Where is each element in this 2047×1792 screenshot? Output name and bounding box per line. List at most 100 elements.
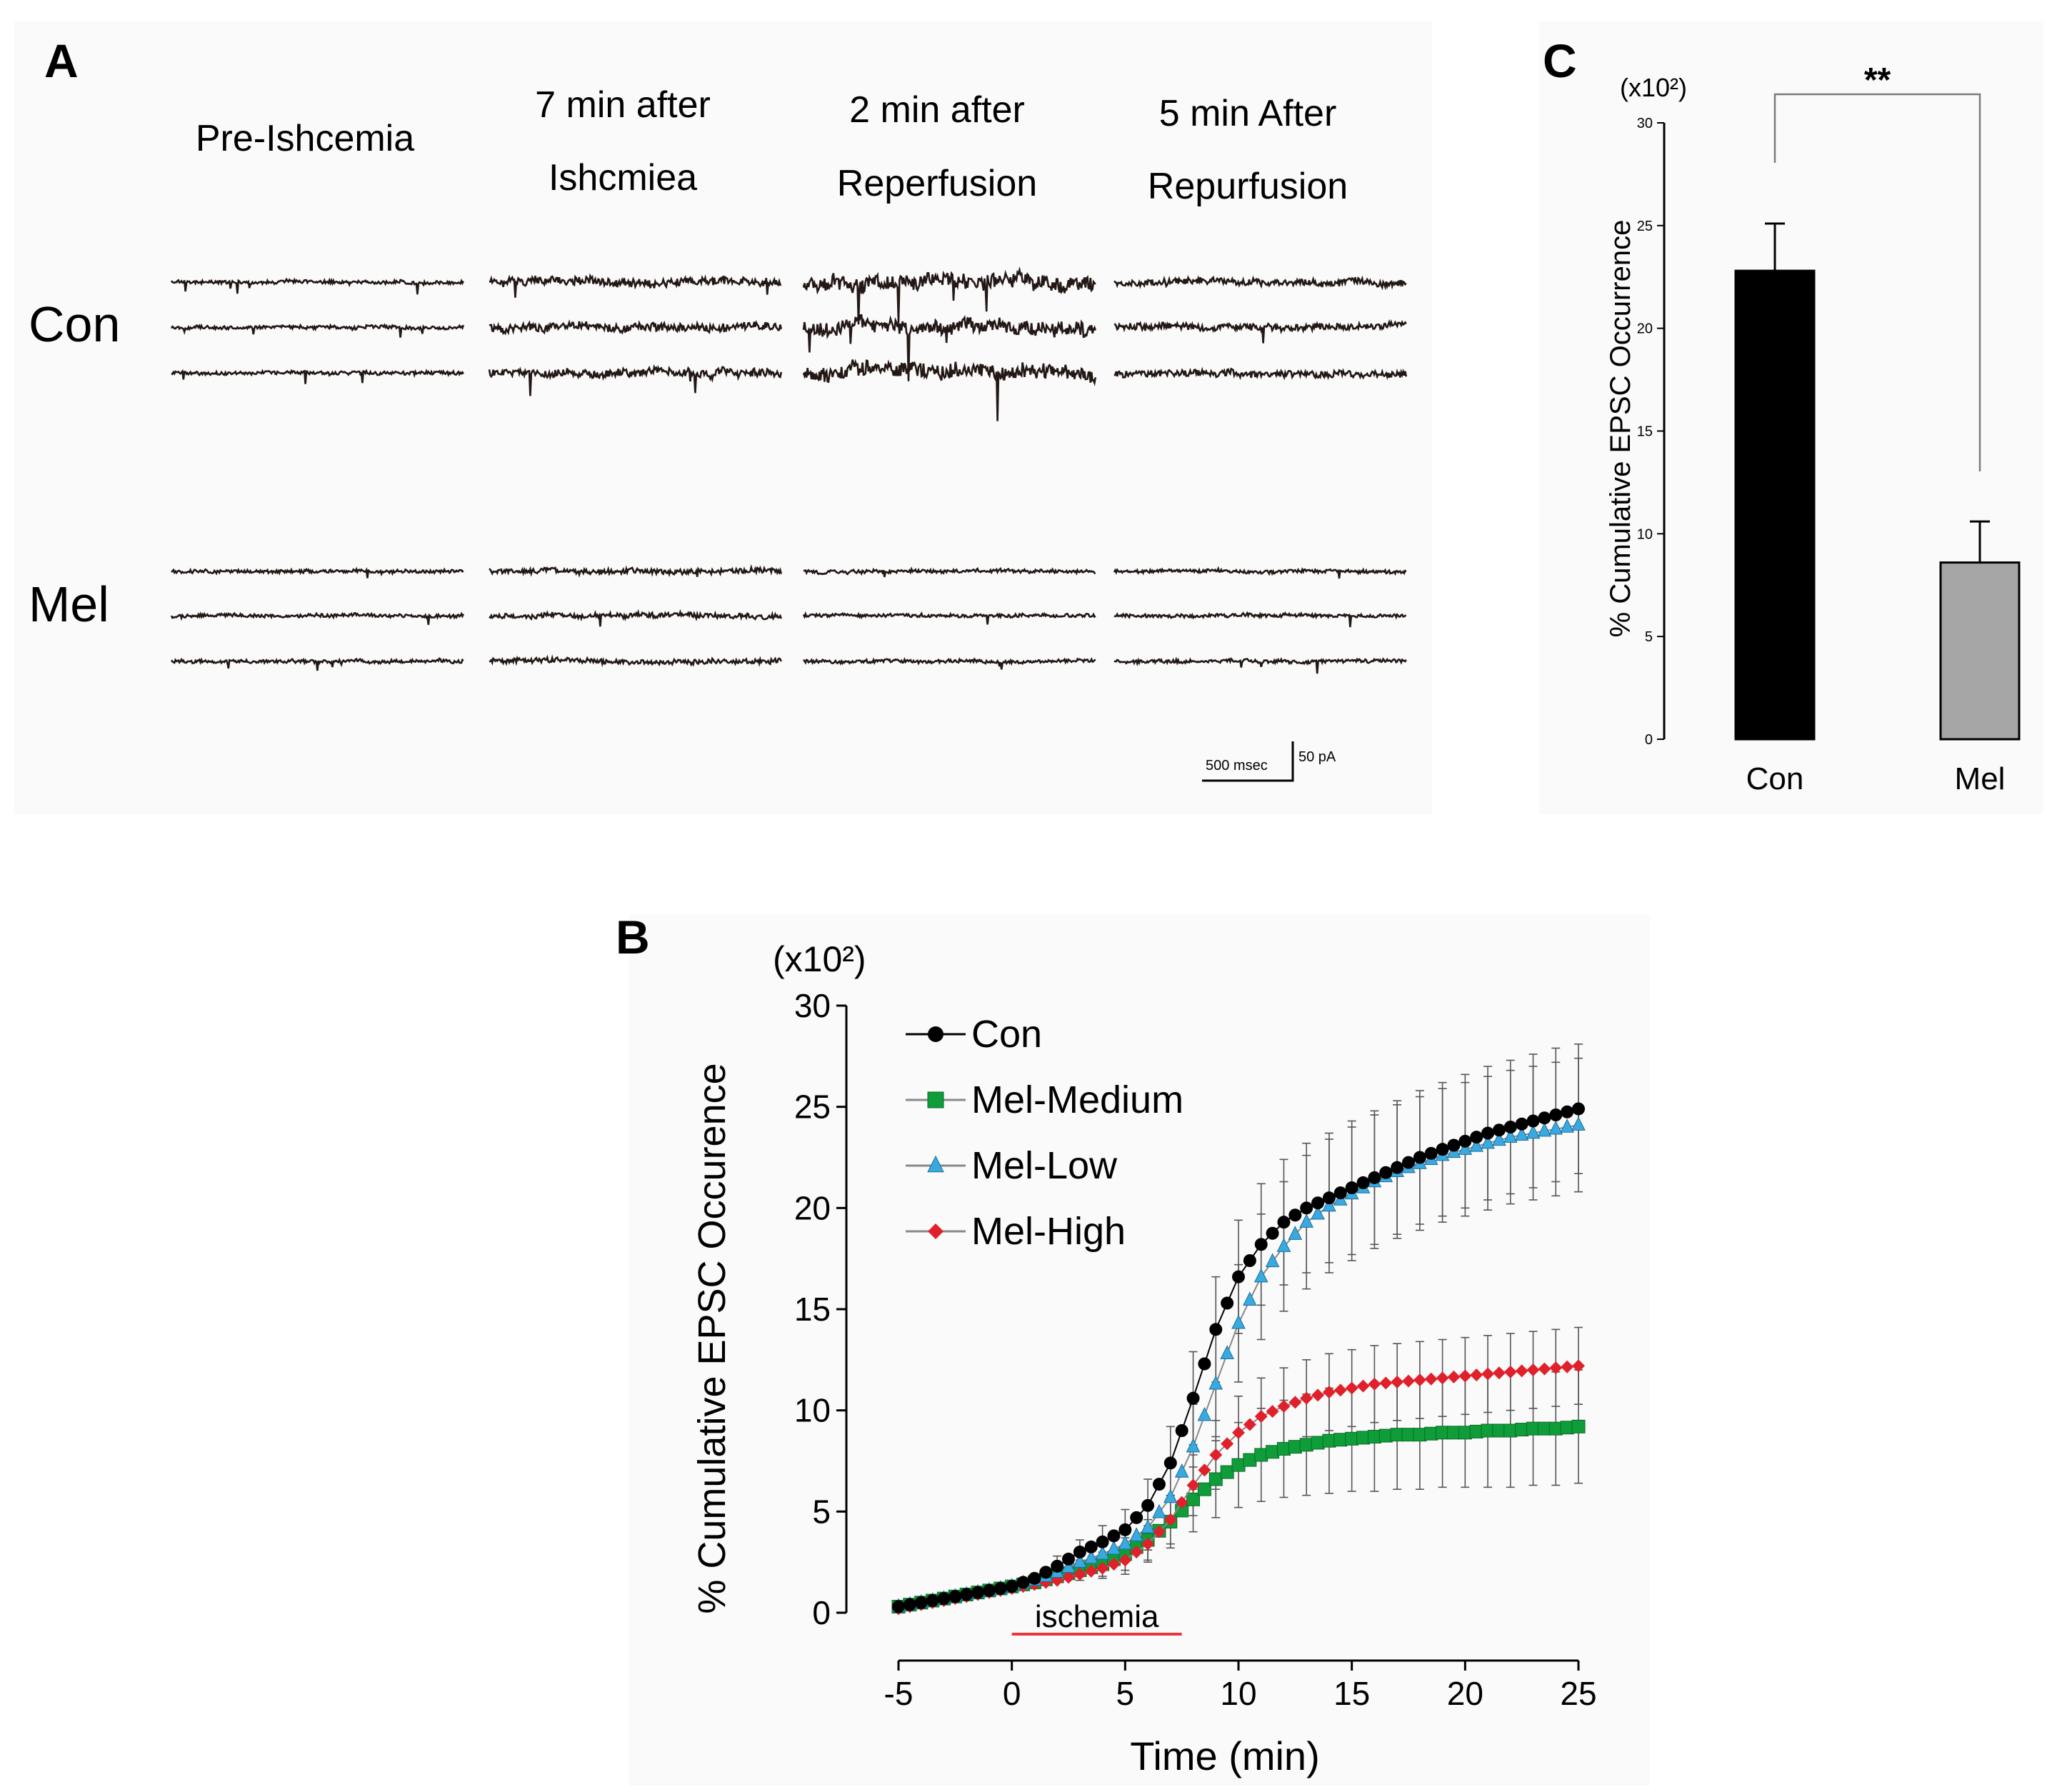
data-point-mel-low <box>1231 1314 1246 1329</box>
data-point-mel-low <box>1208 1375 1223 1390</box>
trace-mel-col1-sweep1 <box>489 609 783 627</box>
data-point-con <box>1333 1186 1347 1200</box>
data-point-mel-low <box>1469 1137 1484 1152</box>
trace-mel-col0-sweep1 <box>170 611 464 625</box>
trace-con-col2-sweep0 <box>802 266 1096 325</box>
data-point-mel-high <box>1277 1400 1291 1413</box>
data-point-mel-low <box>1503 1128 1518 1143</box>
legend-label-con: Con <box>971 1013 1042 1056</box>
trace-con-col0-sweep1 <box>170 323 465 338</box>
data-point-con <box>982 1583 996 1597</box>
data-point-con <box>1039 1566 1053 1579</box>
data-point-con <box>1277 1216 1291 1229</box>
data-point-mel-high <box>1152 1525 1166 1538</box>
data-point-con <box>1458 1134 1472 1148</box>
data-point-con <box>1436 1143 1449 1156</box>
panel-b-y-tick-label: 15 <box>794 1291 831 1328</box>
trace-mel-col0-sweep2 <box>170 656 464 671</box>
panel-b-y-tick-label: 30 <box>794 987 831 1024</box>
data-point-mel-high <box>1368 1377 1381 1391</box>
panel-b-y-tick-label: 25 <box>794 1088 831 1126</box>
panel-b-letter: B <box>616 911 650 963</box>
data-point-con <box>1368 1171 1381 1184</box>
panel-c-y-tick-label: 10 <box>1637 526 1653 542</box>
data-point-mel-high <box>1096 1561 1109 1575</box>
data-point-mel-low <box>1288 1226 1303 1240</box>
data-point-mel-medium <box>1197 1482 1211 1496</box>
scale-bar: 500 msec 50 pA <box>1202 741 1336 782</box>
data-point-mel-high <box>1062 1571 1075 1584</box>
trace-mel-col2-sweep2 <box>802 656 1096 670</box>
panel-a-column-headers: Pre-Ishcemia 7 min after Ishcmiea 2 min aft… <box>196 84 1348 207</box>
data-point-mel-low <box>1560 1118 1574 1133</box>
ischemia-annotation: ischemia <box>1011 1599 1182 1636</box>
data-point-mel-low <box>1492 1131 1506 1146</box>
panel-a-trace-group <box>170 266 1408 674</box>
data-point-con <box>1447 1138 1461 1152</box>
legend-label-mel-low: Mel-Low <box>971 1144 1118 1187</box>
data-point-con <box>1141 1498 1155 1512</box>
data-point-mel-high <box>1300 1391 1313 1405</box>
data-point-mel-medium <box>1254 1448 1268 1462</box>
data-point-mel-high <box>1118 1553 1132 1567</box>
data-point-mel-high <box>1141 1537 1155 1551</box>
data-point-con <box>1300 1201 1313 1215</box>
data-point-mel-high <box>1311 1388 1325 1402</box>
column-header-2-line-0: 2 min after <box>849 89 1025 131</box>
data-point-mel-low <box>1322 1197 1336 1212</box>
data-point-mel-medium <box>1378 1428 1393 1443</box>
data-point-mel-medium <box>1526 1421 1541 1436</box>
data-point-mel-low <box>1083 1549 1098 1564</box>
trace-mel-col1-sweep0 <box>489 564 783 578</box>
data-point-mel-medium <box>1560 1421 1574 1435</box>
category-label-con: Con <box>1746 761 1804 796</box>
panel-b-series <box>891 1102 1586 1616</box>
data-point-mel-high <box>1447 1370 1461 1383</box>
data-point-mel-medium <box>1356 1431 1371 1445</box>
panel-c-bar-chart: C (x10²) % Cumulative EPSC Occurrence 0 5… <box>1539 21 2043 814</box>
data-point-mel-high <box>1107 1558 1121 1571</box>
data-point-mel-medium <box>1322 1433 1336 1448</box>
data-point-mel-medium <box>1311 1436 1325 1450</box>
data-point-mel-low <box>1163 1488 1178 1503</box>
data-point-mel-low <box>1186 1438 1201 1453</box>
data-point-con <box>1016 1576 1030 1589</box>
data-point-con <box>1561 1105 1574 1118</box>
trace-con-col3-sweep1 <box>1113 319 1407 344</box>
panel-b-x-axis-label: Time (min) <box>1130 1733 1319 1778</box>
data-point-con <box>1062 1552 1075 1566</box>
data-point-con <box>1118 1523 1132 1536</box>
data-point-con <box>1254 1238 1268 1251</box>
data-point-con <box>1549 1108 1563 1121</box>
data-point-con <box>1481 1126 1495 1140</box>
data-point-mel-low <box>1073 1553 1087 1568</box>
data-point-con <box>971 1586 985 1599</box>
data-point-mel-low <box>1253 1268 1268 1283</box>
data-point-con <box>1424 1146 1438 1160</box>
data-point-mel-medium <box>1299 1438 1313 1452</box>
panel-b-x-tick-label: 15 <box>1333 1675 1370 1712</box>
panel-b-y-tick-label: 20 <box>794 1189 831 1226</box>
data-point-mel-medium <box>1413 1428 1427 1442</box>
panel-b-y-tick-label: 0 <box>812 1594 831 1631</box>
panel-b-background <box>629 914 1650 1786</box>
data-point-mel-high <box>1492 1366 1506 1380</box>
bar-mel <box>1939 561 2021 741</box>
data-point-mel-high <box>1391 1376 1404 1388</box>
panel-b-y-axis-label: % Cumulative EPSC Occurence <box>691 1063 734 1613</box>
data-point-con <box>1107 1529 1121 1543</box>
legend-label-mel-high: Mel-High <box>971 1210 1126 1253</box>
panel-c-y-tick-label: 5 <box>1645 629 1653 645</box>
data-point-mel-medium <box>1243 1453 1257 1467</box>
trace-mel-col3-sweep0 <box>1113 566 1407 579</box>
data-point-mel-high <box>1232 1426 1245 1439</box>
trace-con-col3-sweep2 <box>1113 366 1408 381</box>
data-point-con <box>1515 1117 1528 1131</box>
data-point-mel-medium <box>1446 1426 1461 1440</box>
trace-con-col0-sweep0 <box>170 277 464 295</box>
data-point-mel-high <box>1538 1362 1551 1376</box>
trace-con-col1-sweep1 <box>489 319 783 336</box>
data-point-con <box>1005 1580 1019 1593</box>
data-point-con <box>1186 1391 1200 1405</box>
data-point-mel-high <box>1073 1568 1086 1581</box>
